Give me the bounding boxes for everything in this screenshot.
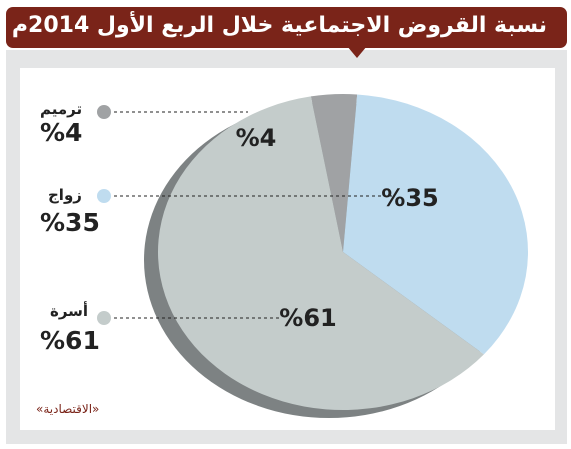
legend-dot-renovation [97,105,111,119]
legend-name-renovation: ترميم [40,100,83,118]
source-credit: «الاقتصادية» [36,402,100,416]
legend-value-marriage: %35 [40,208,100,237]
pie-slice-marriage [343,94,529,355]
pie-slice-family [158,96,484,410]
legend-dot-marriage [97,189,111,203]
slice-label-family: %61 [279,304,336,332]
slice-label-renovation: %4 [236,124,277,152]
pie-slice-renovation [310,94,358,253]
legend-name-family: أسرة [50,302,89,320]
title-pointer [347,46,367,58]
legend-dot-family [97,311,111,325]
slice-label-marriage: %35 [381,184,438,212]
title-bar: نسبة القروض الاجتماعية خلال الربع الأول … [6,7,567,48]
legend-name-marriage: زواج [48,186,82,204]
legend-value-renovation: %4 [40,118,83,147]
chart-title: نسبة القروض الاجتماعية خلال الربع الأول … [11,13,547,38]
legend-value-family: %61 [40,326,100,355]
